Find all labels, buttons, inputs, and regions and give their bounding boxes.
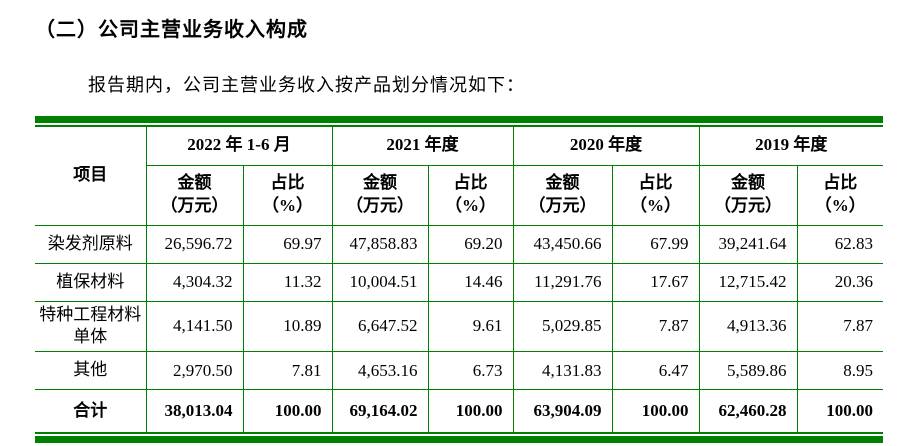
- ratio-cell: 7.87: [796, 300, 884, 353]
- amount-cell: 63,904.09: [512, 389, 613, 433]
- amount-cell: 5,029.85: [512, 300, 613, 353]
- amount-cell: 12,715.42: [698, 262, 798, 302]
- header-period-2019: 2019 年度: [698, 126, 884, 166]
- amount-cell: 62,460.28: [698, 389, 798, 433]
- header-period-2022h1: 2022 年 1-6 月: [145, 126, 333, 166]
- amount-cell: 4,131.83: [512, 351, 613, 391]
- ratio-cell: 17.67: [611, 262, 700, 302]
- header-ratio: 占比 （%）: [242, 164, 333, 226]
- table-bottom-thick-rule: [35, 435, 883, 443]
- amount-cell: 4,141.50: [145, 300, 244, 353]
- header-amount: 金额 （万元）: [331, 164, 429, 226]
- ratio-cell: 11.32: [242, 262, 333, 302]
- amount-cell: 69,164.02: [331, 389, 429, 433]
- table-bottom-thin-rule: [35, 431, 883, 434]
- ratio-cell: 100.00: [427, 389, 514, 433]
- table-row: 植保材料 4,304.32 11.32 10,004.51 14.46 11,291.76…: [34, 262, 884, 302]
- revenue-table-block: 项目 2022 年 1-6 月 2021 年度 2020 年度 2019 年度 …: [34, 116, 884, 443]
- total-row: 合计 38,013.04 100.00 69,164.02 100.00 63,904.0…: [34, 389, 884, 433]
- header-amount: 金额 （万元）: [512, 164, 613, 226]
- row-label: 其他: [34, 351, 147, 391]
- revenue-table: 项目 2022 年 1-6 月 2021 年度 2020 年度 2019 年度 …: [34, 126, 884, 433]
- table-row: 特种工程材料单体 4,141.50 10.89 6,647.52 9.61 5,029.8…: [34, 300, 884, 353]
- header-ratio: 占比 （%）: [611, 164, 700, 226]
- ratio-cell: 69.20: [427, 224, 514, 264]
- amount-cell: 47,858.83: [331, 224, 429, 264]
- table-top-rule-gap: [35, 123, 883, 125]
- ratio-cell: 9.61: [427, 300, 514, 353]
- table-row: 其他 2,970.50 7.81 4,653.16 6.73 4,131.83 6.47 5,…: [34, 351, 884, 391]
- header-item: 项目: [34, 126, 147, 226]
- table-top-thick-rule: [35, 116, 883, 123]
- row-label: 合计: [34, 389, 147, 433]
- amount-cell: 4,653.16: [331, 351, 429, 391]
- section-title: （二）公司主营业务收入构成: [35, 19, 308, 41]
- table-bottom-rule-gap: [35, 433, 883, 436]
- amount-cell: 38,013.04: [145, 389, 244, 433]
- ratio-cell: 69.97: [242, 224, 333, 264]
- amount-cell: 26,596.72: [145, 224, 244, 264]
- ratio-cell: 8.95: [796, 351, 884, 391]
- amount-cell: 39,241.64: [698, 224, 798, 264]
- ratio-cell: 100.00: [796, 389, 884, 433]
- ratio-cell: 67.99: [611, 224, 700, 264]
- header-period-2020: 2020 年度: [512, 126, 700, 166]
- ratio-cell: 62.83: [796, 224, 884, 264]
- table-body: 染发剂原料 26,596.72 69.97 47,858.83 69.20 43,450.…: [34, 224, 884, 433]
- header-ratio: 占比 （%）: [427, 164, 514, 226]
- ratio-cell: 100.00: [242, 389, 333, 433]
- header-row-periods: 项目 2022 年 1-6 月 2021 年度 2020 年度 2019 年度: [34, 126, 884, 226]
- ratio-cell: 20.36: [796, 262, 884, 302]
- intro-paragraph: 报告期内，公司主营业务收入按产品划分情况如下：: [88, 75, 525, 95]
- row-label: 特种工程材料单体: [34, 300, 147, 353]
- ratio-cell: 6.73: [427, 351, 514, 391]
- ratio-cell: 14.46: [427, 262, 514, 302]
- amount-cell: 11,291.76: [512, 262, 613, 302]
- amount-cell: 10,004.51: [331, 262, 429, 302]
- ratio-cell: 6.47: [611, 351, 700, 391]
- table-top-thin-rule: [35, 125, 883, 127]
- header-period-2021: 2021 年度: [331, 126, 514, 166]
- ratio-cell: 100.00: [611, 389, 700, 433]
- header-amount: 金额 （万元）: [145, 164, 244, 226]
- ratio-cell: 7.81: [242, 351, 333, 391]
- row-label: 染发剂原料: [34, 224, 147, 264]
- amount-cell: 4,304.32: [145, 262, 244, 302]
- amount-cell: 5,589.86: [698, 351, 798, 391]
- header-row-measures: 金额 （万元） 占比 （%） 金额 （万元） 占比 （%） 金额 （万元） 占比…: [35, 164, 884, 226]
- table-row: 染发剂原料 26,596.72 69.97 47,858.83 69.20 43,450.…: [34, 224, 884, 264]
- amount-cell: 43,450.66: [512, 224, 613, 264]
- ratio-cell: 10.89: [242, 300, 333, 353]
- row-label: 植保材料: [34, 262, 147, 302]
- header-amount: 金额 （万元）: [698, 164, 798, 226]
- amount-cell: 2,970.50: [145, 351, 244, 391]
- amount-cell: 4,913.36: [698, 300, 798, 353]
- ratio-cell: 7.87: [611, 300, 700, 353]
- amount-cell: 6,647.52: [331, 300, 429, 353]
- header-ratio: 占比 （%）: [796, 164, 884, 226]
